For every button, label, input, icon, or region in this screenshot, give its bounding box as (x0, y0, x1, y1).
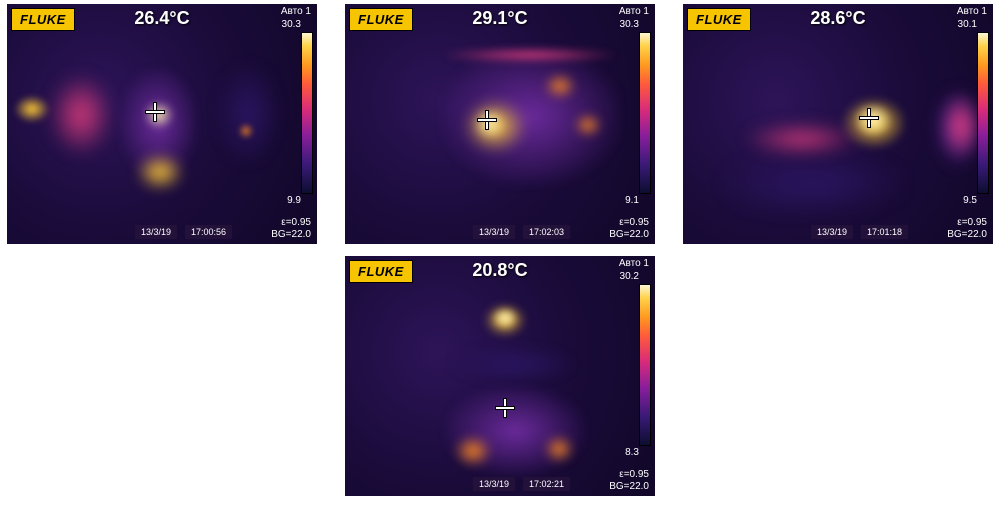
background-temperature: BG=22.0 (271, 229, 311, 240)
thermal-hotspot (15, 96, 49, 122)
emissivity-label: ε=0.95 (619, 217, 649, 228)
capture-time: 17:02:21 (523, 477, 570, 491)
color-scale-bar (639, 284, 651, 446)
thermal-hotspot (51, 76, 111, 154)
scale-max: 30.1 (958, 19, 977, 30)
color-scale-bar (301, 32, 313, 194)
scale-min: 9.1 (625, 195, 639, 206)
thermal-hotspot (239, 124, 253, 138)
thermal-hotspot (217, 64, 279, 164)
center-temperature: 20.8°C (472, 260, 527, 281)
thermal-hotspot (445, 48, 615, 62)
thermal-hotspot (145, 102, 173, 128)
thermal-hotspot (723, 154, 903, 214)
thermal-hotspot (855, 104, 891, 136)
scale-max: 30.3 (282, 19, 301, 30)
scale-min: 8.3 (625, 447, 639, 458)
scale-min: 9.9 (287, 195, 301, 206)
color-scale-bar (977, 32, 989, 194)
thermal-panel-1: FLUKE 26.4°C Авто 1 30.3 9.9 ε=0.95BG=22.0 13/… (7, 4, 317, 244)
capture-date: 13/3/19 (135, 225, 177, 239)
thermal-hotspot (455, 436, 491, 466)
scale-min: 9.5 (963, 195, 977, 206)
fluke-logo-badge: FLUKE (349, 260, 413, 283)
thermal-hotspot (747, 124, 857, 154)
auto-mode-label: Авто 1 (957, 6, 987, 17)
auto-mode-label: Авто 1 (619, 258, 649, 269)
center-temperature: 28.6°C (810, 8, 865, 29)
fluke-logo-badge: FLUKE (11, 8, 75, 31)
thermal-hotspot (137, 154, 183, 190)
emissivity-label: ε=0.95 (281, 217, 311, 228)
background-temperature: BG=22.0 (609, 229, 649, 240)
fluke-logo-badge: FLUKE (687, 8, 751, 31)
background-temperature: BG=22.0 (609, 481, 649, 492)
color-scale-bar (639, 32, 651, 194)
thermal-hotspot (545, 74, 575, 98)
center-temperature: 26.4°C (134, 8, 189, 29)
emissivity-label: ε=0.95 (957, 217, 987, 228)
fluke-logo-badge: FLUKE (349, 8, 413, 31)
scale-max: 30.3 (620, 19, 639, 30)
auto-mode-label: Авто 1 (619, 6, 649, 17)
thermal-hotspot (475, 110, 505, 138)
capture-time: 17:02:03 (523, 225, 570, 239)
capture-date: 13/3/19 (473, 225, 515, 239)
thermal-row-bottom: FLUKE 20.8°C Авто 1 30.2 8.3 ε=0.95BG=22.0 13/… (0, 244, 1000, 496)
capture-time: 17:01:18 (861, 225, 908, 239)
thermal-panel-4: FLUKE 20.8°C Авто 1 30.2 8.3 ε=0.95BG=22.0 13/… (345, 256, 655, 496)
thermal-hotspot (545, 436, 573, 462)
thermal-row-top: FLUKE26.4°CАвто 130.39.9ε=0.95BG=22.013/… (0, 0, 1000, 244)
auto-mode-label: Авто 1 (281, 6, 311, 17)
center-temperature: 29.1°C (472, 8, 527, 29)
thermal-panel-3: FLUKE 28.6°C Авто 1 30.1 9.5 ε=0.95BG=22.0 13/… (683, 4, 993, 244)
thermal-hotspot (943, 96, 979, 156)
thermal-hotspot (453, 346, 573, 382)
scale-max: 30.2 (620, 271, 639, 282)
thermal-hotspot (493, 308, 517, 328)
background-temperature: BG=22.0 (947, 229, 987, 240)
thermal-panel-2: FLUKE 29.1°C Авто 1 30.3 9.1 ε=0.95BG=22.0 13/… (345, 4, 655, 244)
capture-date: 13/3/19 (811, 225, 853, 239)
capture-date: 13/3/19 (473, 477, 515, 491)
thermal-hotspot (575, 114, 601, 136)
capture-time: 17:00:56 (185, 225, 232, 239)
emissivity-label: ε=0.95 (619, 469, 649, 480)
